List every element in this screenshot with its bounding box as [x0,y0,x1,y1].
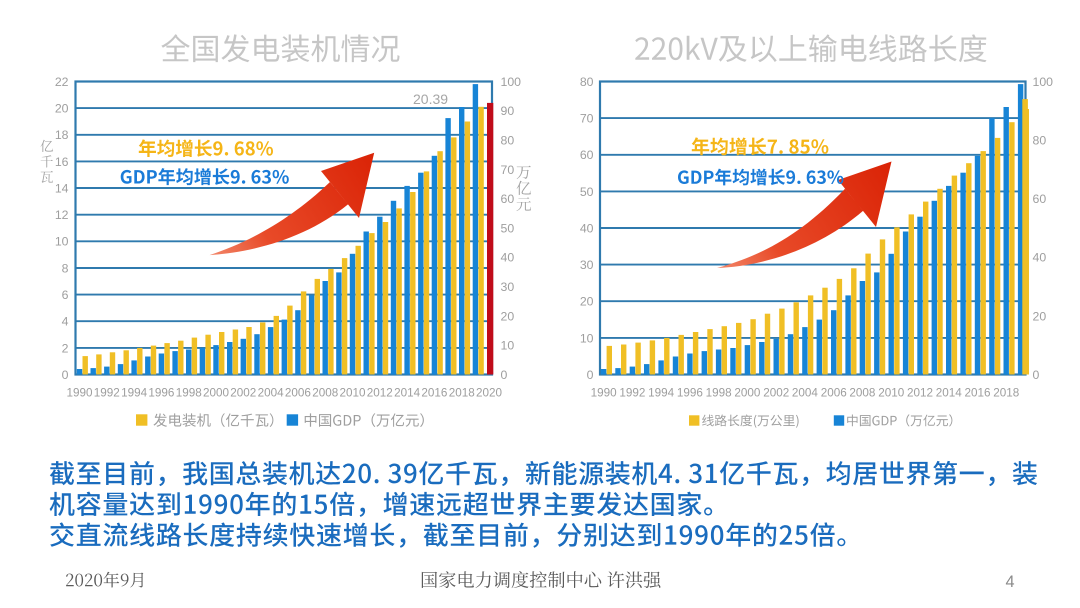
svg-text:10: 10 [55,235,69,249]
svg-text:2000: 2000 [734,386,761,399]
svg-text:1992: 1992 [619,386,645,399]
svg-text:18: 18 [55,128,69,142]
svg-text:1996: 1996 [677,386,703,399]
svg-text:2002: 2002 [763,386,789,399]
svg-text:2000: 2000 [203,386,230,399]
svg-text:70: 70 [580,112,594,126]
svg-text:1992: 1992 [94,386,120,399]
svg-text:2: 2 [62,341,69,355]
svg-text:22: 22 [55,75,69,89]
svg-text:40: 40 [580,221,594,235]
svg-text:2012: 2012 [907,386,933,399]
svg-text:12: 12 [55,208,69,222]
svg-text:100: 100 [1033,75,1054,89]
svg-text:2006: 2006 [821,386,847,399]
svg-text:40: 40 [1033,251,1047,265]
svg-text:2012: 2012 [367,386,393,399]
svg-text:10: 10 [501,339,515,353]
svg-text:30: 30 [501,280,515,294]
svg-text:60: 60 [501,192,515,206]
svg-text:2016: 2016 [421,386,447,399]
svg-text:1996: 1996 [148,386,174,399]
svg-text:2020: 2020 [476,386,503,399]
svg-text:100: 100 [501,75,522,89]
svg-text:8: 8 [62,261,69,275]
svg-text:4: 4 [1006,573,1015,591]
svg-text:2004: 2004 [258,386,285,399]
svg-text:90: 90 [501,104,515,118]
svg-text:60: 60 [580,148,594,162]
svg-text:2010: 2010 [339,386,366,399]
svg-text:2006: 2006 [285,386,311,399]
svg-text:2010: 2010 [878,386,905,399]
svg-text:16: 16 [55,155,69,169]
svg-text:70: 70 [501,163,515,177]
svg-text:2002: 2002 [230,386,256,399]
svg-text:2016: 2016 [964,386,990,399]
svg-text:20: 20 [55,102,69,116]
svg-text:40: 40 [501,251,515,265]
svg-text:80: 80 [501,134,515,148]
svg-text:20: 20 [580,295,594,309]
svg-text:50: 50 [580,185,594,199]
svg-text:50: 50 [501,221,515,235]
svg-text:0: 0 [587,368,594,382]
svg-text:1990: 1990 [66,386,93,399]
svg-text:2008: 2008 [312,386,338,399]
svg-text:10: 10 [580,331,594,345]
svg-text:4: 4 [62,315,69,329]
svg-text:20: 20 [1033,309,1047,323]
svg-text:2018: 2018 [449,386,475,399]
svg-text:1994: 1994 [648,386,675,399]
svg-text:2004: 2004 [792,386,819,399]
svg-text:20: 20 [501,309,515,323]
svg-text:2018: 2018 [993,386,1019,399]
svg-text:20.39: 20.39 [413,91,448,107]
svg-text:2008: 2008 [849,386,875,399]
svg-text:1998: 1998 [706,386,732,399]
svg-text:80: 80 [580,75,594,89]
svg-text:2014: 2014 [936,386,963,399]
svg-text:1990: 1990 [591,386,618,399]
svg-text:1998: 1998 [176,386,202,399]
svg-text:6: 6 [62,288,69,302]
svg-text:2014: 2014 [394,386,421,399]
svg-text:30: 30 [580,258,594,272]
svg-text:0: 0 [501,368,508,382]
svg-text:60: 60 [1033,192,1047,206]
svg-text:1994: 1994 [121,386,148,399]
svg-text:80: 80 [1033,134,1047,148]
svg-text:0: 0 [1033,368,1040,382]
svg-text:14: 14 [55,181,69,195]
svg-text:0: 0 [62,368,69,382]
